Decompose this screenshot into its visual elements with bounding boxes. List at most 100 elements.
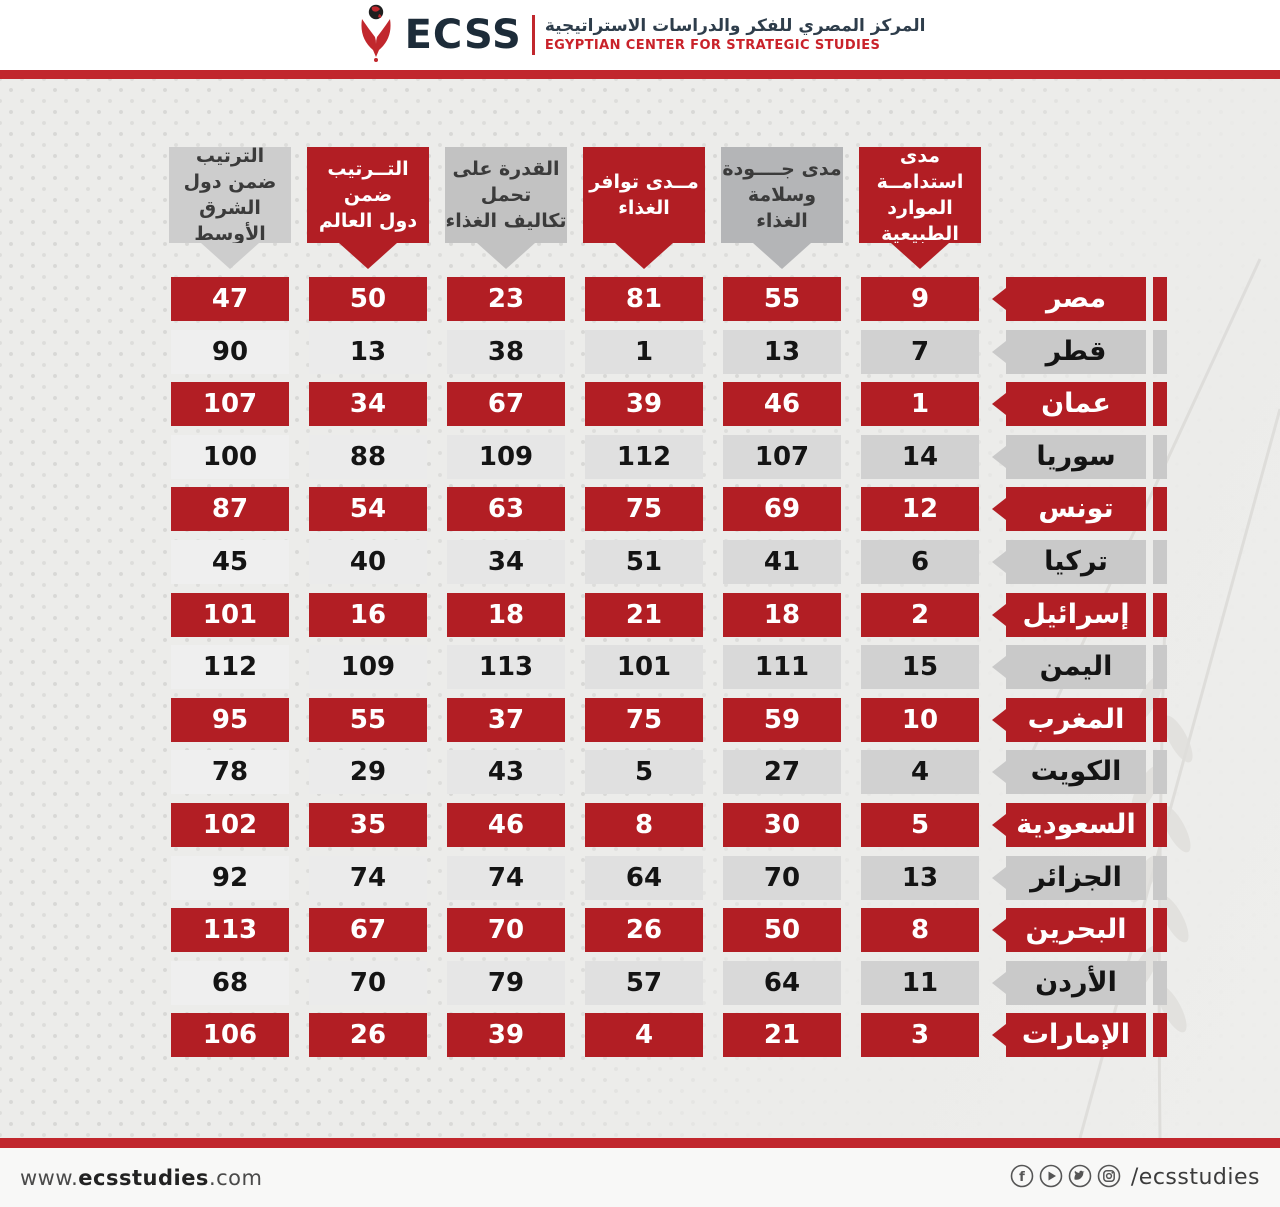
rank-cell: 12 [861,487,979,531]
column-header-label: دول العالم [318,210,418,232]
column-header-label: وسلامة الغذاء [747,184,817,232]
column-header-label: مدى جــــودة [722,158,842,180]
instagram-icon[interactable] [1097,1164,1121,1192]
rank-cell: 79 [447,961,565,1005]
country-pointer [992,604,1006,626]
rank-cell: 70 [447,908,565,952]
rank-cell: 1 [585,330,703,374]
footer: www.ecsstudies.com f /ecsstudies [0,1148,1280,1207]
country-label: عمان [1006,382,1146,426]
rank-cell: 38 [447,330,565,374]
rank-cell: 4 [861,750,979,794]
country-pointer [992,919,1006,941]
rank-cell: 30 [723,803,841,847]
rank-cell: 109 [309,645,427,689]
column-header-label: مــدى توافر [589,171,699,193]
rank-cell: 9 [861,277,979,321]
rank-cell: 87 [171,487,289,531]
country-pointer [992,972,1006,994]
column-header-pointer [615,243,673,269]
website-prefix: www. [20,1165,79,1190]
rank-cell: 45 [171,540,289,584]
rank-cell: 26 [309,1013,427,1057]
country-pointer [992,814,1006,836]
country-pointer [992,393,1006,415]
country-edge-bar [1153,856,1167,900]
rank-cell: 100 [171,435,289,479]
country-edge-bar [1153,330,1167,374]
rank-cell: 13 [861,856,979,900]
country-pointer [992,498,1006,520]
country-label: تركيا [1006,540,1146,584]
rank-cell: 5 [861,803,979,847]
column-header-natural_resources: مدى استدامــة الموارد الطبيعية [859,145,981,269]
rank-cell: 21 [723,1013,841,1057]
rank-cell: 70 [309,961,427,1005]
youtube-icon[interactable] [1039,1164,1063,1192]
ecss-wordmark: ECSS [404,12,522,58]
country-label: تونس [1006,487,1146,531]
column-header-quality: مدى جــــودة وسلامة الغذاء [721,147,843,269]
column-header-pointer [891,243,949,269]
rank-cell: 68 [171,961,289,1005]
country-edge-bar [1153,803,1167,847]
column-header-label: التــرتيب ضمن [327,158,409,206]
country-edge-bar [1153,540,1167,584]
column-header-pointer [477,243,535,269]
country-label: البحرين [1006,908,1146,952]
rank-cell: 50 [723,908,841,952]
rank-cell: 1 [861,382,979,426]
header: ECSS المركز المصري للفكر والدراسات الاست… [0,0,1280,70]
country-edge-bar [1153,1013,1167,1057]
rank-cell: 10 [861,698,979,742]
country-edge-bar [1153,961,1167,1005]
country-pointer [992,288,1006,310]
rank-cell: 50 [309,277,427,321]
country-label: سوريا [1006,435,1146,479]
rank-cell: 23 [447,277,565,321]
rank-cell: 109 [447,435,565,479]
social-links: f /ecsstudies [1010,1164,1260,1192]
rank-cell: 112 [585,435,703,479]
rank-cell: 35 [309,803,427,847]
rank-cell: 7 [861,330,979,374]
twitter-icon[interactable] [1068,1164,1092,1192]
country-label: قطر [1006,330,1146,374]
rank-cell: 70 [723,856,841,900]
rank-cell: 95 [171,698,289,742]
rank-cell: 4 [585,1013,703,1057]
org-name-arabic: المركز المصري للفكر والدراسات الاستراتيج… [544,16,926,37]
table-area: الترتيب ضمن دول الشرق الأوسط التــرتيب ضمن… [0,79,1280,1138]
country-pointer [992,1024,1006,1046]
rank-cell: 34 [447,540,565,584]
facebook-icon[interactable]: f [1010,1164,1034,1192]
rank-cell: 75 [585,698,703,742]
social-handle[interactable]: /ecsstudies [1130,1165,1260,1190]
rank-cell: 40 [309,540,427,584]
rank-cell: 107 [723,435,841,479]
rank-cell: 46 [723,382,841,426]
ecss-logo: ECSS المركز المصري للفكر والدراسات الاست… [355,4,926,66]
rank-cell: 13 [309,330,427,374]
rank-cell: 75 [585,487,703,531]
rank-cell: 51 [585,540,703,584]
rank-cell: 92 [171,856,289,900]
rank-cell: 112 [171,645,289,689]
country-label: الكويت [1006,750,1146,794]
rank-cell: 15 [861,645,979,689]
rank-cell: 107 [171,382,289,426]
rank-cell: 102 [171,803,289,847]
country-label: السعودية [1006,803,1146,847]
column-header-label: الشرق الأوسط [194,197,266,245]
website-url[interactable]: www.ecsstudies.com [20,1166,262,1190]
column-header-availability: مــدى توافر الغذاء [583,147,705,269]
country-label: الجزائر [1006,856,1146,900]
top-accent-bar [0,70,1280,79]
rank-cell: 63 [447,487,565,531]
country-pointer [992,446,1006,468]
rank-cell: 47 [171,277,289,321]
rank-cell: 43 [447,750,565,794]
rank-cell: 113 [447,645,565,689]
ecss-emblem-icon [355,4,395,66]
rank-cell: 111 [723,645,841,689]
